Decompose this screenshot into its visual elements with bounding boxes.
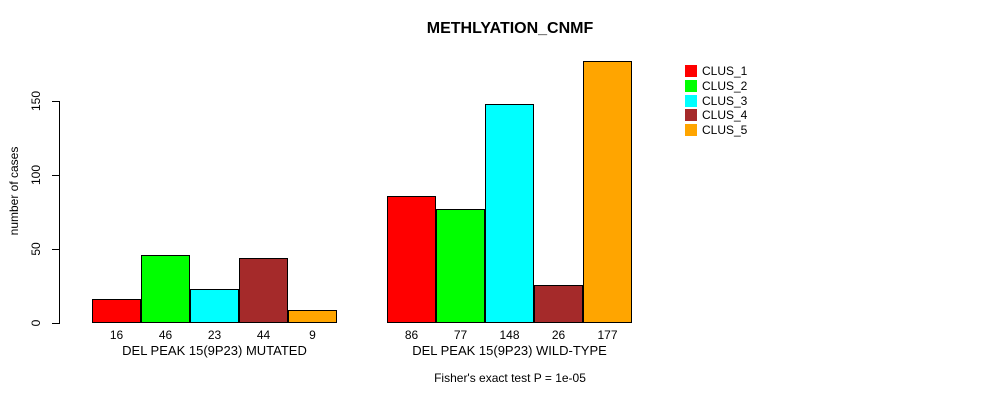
y-tick-label: 150 [29, 90, 43, 112]
legend-item: CLUS_2 [685, 79, 747, 94]
bar-clus_3-group2 [485, 104, 534, 323]
bar-value-label: 44 [256, 328, 271, 342]
bar-clus_1-group1 [92, 299, 141, 323]
bar-value-label: 26 [551, 328, 566, 342]
legend-label: CLUS_1 [702, 64, 748, 79]
bar-value-label: 86 [404, 328, 419, 342]
y-tick-label: 100 [29, 164, 43, 186]
clus_5-swatch [685, 124, 697, 137]
y-tick-mark [52, 323, 59, 324]
chart-title: METHLYATION_CNMF [426, 20, 594, 37]
bar-clus_5-group2 [583, 61, 632, 323]
y-tick-mark [52, 175, 59, 176]
legend-label: CLUS_3 [702, 93, 748, 108]
y-tick-label: 0 [29, 319, 43, 327]
legend-item: CLUS_4 [685, 108, 747, 123]
bar-clus_2-group1 [141, 255, 190, 323]
clus_2-swatch [685, 80, 697, 93]
legend-item: CLUS_1 [685, 64, 747, 79]
legend: CLUS_1 CLUS_2 CLUS_3 CLUS_4 CLUS_5 [685, 64, 747, 137]
group-label: DEL PEAK 15(9P23) MUTATED [122, 343, 307, 358]
legend-label: CLUS_4 [702, 108, 748, 123]
legend-label: CLUS_2 [702, 79, 748, 94]
bar-clus_4-group2 [534, 285, 583, 323]
legend-label: CLUS_5 [702, 123, 748, 138]
clus_3-swatch [685, 94, 697, 107]
bar-value-label: 148 [499, 328, 520, 342]
group-label: DEL PEAK 15(9P23) WILD-TYPE [412, 343, 607, 358]
y-axis-label: number of cases [7, 146, 21, 236]
bar-value-label: 9 [309, 328, 316, 342]
bar-value-label: 46 [158, 328, 173, 342]
y-tick-label: 50 [29, 242, 43, 256]
bar-clus_2-group2 [436, 209, 485, 323]
bar-clus_4-group1 [239, 258, 288, 323]
bar-clus_5-group1 [288, 310, 337, 323]
bar-value-label: 177 [597, 328, 618, 342]
y-axis-line [59, 101, 60, 324]
legend-item: CLUS_3 [685, 93, 747, 108]
bar-value-label: 16 [109, 328, 124, 342]
annotation-text: Fisher's exact test P = 1e-05 [434, 371, 586, 385]
clus_1-swatch [685, 65, 697, 78]
clus_4-swatch [685, 109, 697, 122]
bar-clus_1-group2 [387, 196, 436, 323]
y-tick-mark [52, 101, 59, 102]
bar-clus_3-group1 [190, 289, 239, 323]
bar-value-label: 77 [453, 328, 468, 342]
y-tick-mark [52, 249, 59, 250]
bar-value-label: 23 [207, 328, 222, 342]
legend-item: CLUS_5 [685, 123, 747, 138]
